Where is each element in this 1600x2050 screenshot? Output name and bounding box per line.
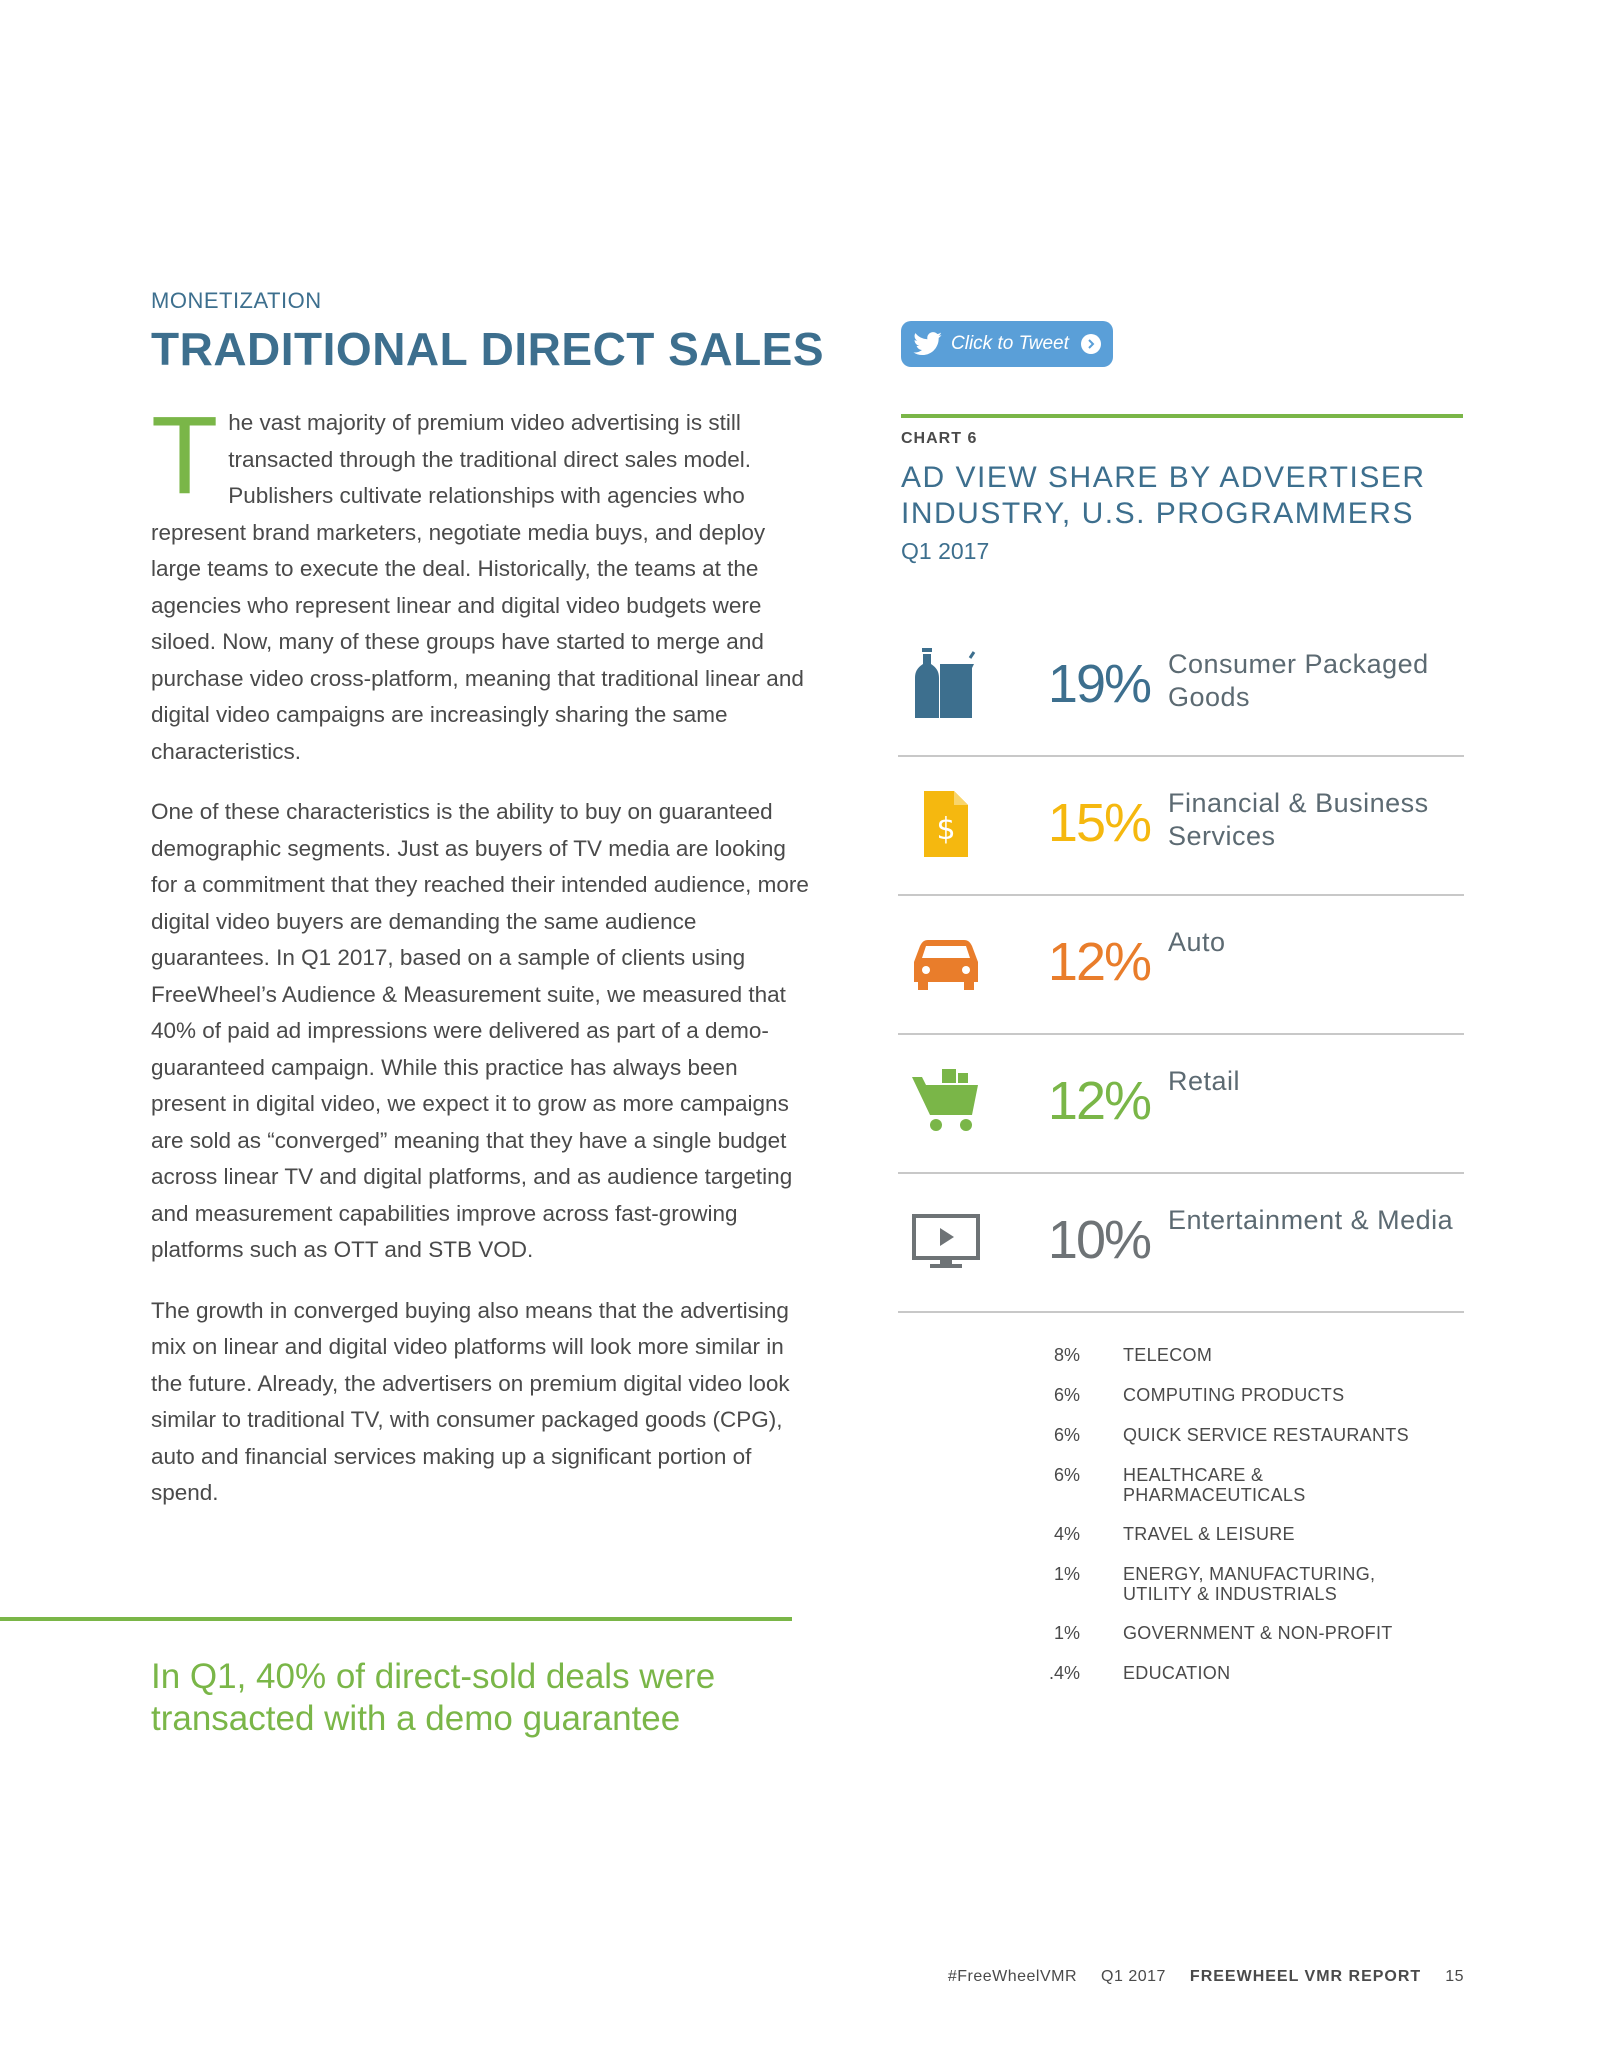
shopping-cart-icon [912, 1069, 978, 1131]
section-label: MONETIZATION [151, 288, 322, 313]
industry-value: 10% [1047, 1210, 1152, 1270]
minor-name: TELECOM [1123, 1345, 1213, 1365]
paragraph-1-text: he vast majority of premium video advert… [151, 410, 804, 764]
list-item: .4% EDUCATION [1000, 1663, 1470, 1684]
list-item: 1% ENERGY, MANUFACTURING, UTILITY & INDUS… [1000, 1564, 1470, 1604]
list-item: 8% TELECOM [1000, 1345, 1470, 1366]
minor-name: COMPUTING PRODUCTS [1123, 1385, 1345, 1405]
chart-subtitle: Q1 2017 [901, 538, 990, 564]
video-screen-icon [912, 1214, 980, 1268]
chart-divider [901, 414, 1463, 418]
svg-text:$: $ [936, 812, 955, 847]
minor-value: 1% [1053, 1623, 1080, 1643]
list-item: 1% GOVERNMENT & NON-PROFIT [1000, 1623, 1470, 1644]
minor-name: GOVERNMENT & NON-PROFIT [1123, 1623, 1393, 1643]
list-item: 6% QUICK SERVICE RESTAURANTS [1000, 1425, 1470, 1446]
minor-name: QUICK SERVICE RESTAURANTS [1123, 1425, 1409, 1445]
industry-row: 19% Consumer Packaged Goods [898, 618, 1464, 757]
industry-name: Entertainment & Media [1168, 1205, 1454, 1235]
list-item: 6% COMPUTING PRODUCTS [1000, 1385, 1470, 1406]
major-industry-list: 19% Consumer Packaged Goods $ 15% Financ… [898, 618, 1464, 1313]
dollar-document-icon: $ [924, 791, 968, 857]
minor-name: TRAVEL & LEISURE [1123, 1524, 1295, 1544]
industry-value: 15% [1047, 793, 1152, 853]
footer-hashtag: #FreeWheelVMR [947, 1968, 1078, 1985]
drop-cap: T [151, 394, 219, 517]
click-to-tweet-button[interactable]: Click to Tweet [901, 321, 1113, 367]
minor-value: 1% [1053, 1564, 1080, 1584]
minor-name: HEALTHCARE & PHARMACEUTICALS [1123, 1465, 1306, 1505]
page-title: TRADITIONAL DIRECT SALES [151, 323, 825, 375]
minor-name: EDUCATION [1123, 1663, 1231, 1683]
industry-row: $ 15% Financial & Business Services [898, 757, 1464, 896]
footer-report-name: FREEWHEEL VMR REPORT [1189, 1968, 1422, 1985]
list-item: 6% HEALTHCARE & PHARMACEUTICALS [1000, 1465, 1470, 1505]
bottle-jar-icon [915, 648, 976, 718]
industry-row: 10% Entertainment & Media [898, 1174, 1464, 1313]
industry-name: Consumer Packaged Goods [1168, 649, 1429, 712]
tweet-button-label: Click to Tweet [951, 333, 1069, 354]
industry-value: 12% [1047, 932, 1152, 992]
pullquote: In Q1, 40% of direct-sold deals were tra… [151, 1657, 716, 1738]
chevron-right-icon [1080, 334, 1101, 354]
industry-name: Financial & Business Services [1168, 788, 1429, 851]
page-number: 15 [1445, 1968, 1464, 1985]
industry-row: 12% Retail [898, 1035, 1464, 1174]
minor-value: 4% [1053, 1524, 1080, 1544]
pullquote-divider [0, 1617, 792, 1621]
minor-value: 6% [1053, 1465, 1080, 1485]
minor-name: ENERGY, MANUFACTURING, UTILITY & INDUSTR… [1123, 1564, 1376, 1604]
industry-value: 19% [1047, 654, 1152, 714]
minor-industry-list: 8% TELECOM 6% COMPUTING PRODUCTS 6% QUICK S… [1000, 1345, 1470, 1703]
industry-name: Retail [1168, 1066, 1241, 1096]
industry-row: 12% Auto [898, 896, 1464, 1035]
minor-value: 6% [1053, 1385, 1080, 1405]
twitter-bird-icon [913, 332, 942, 356]
paragraph-3: The growth in converged buying also mean… [151, 1297, 790, 1506]
minor-value: 6% [1053, 1425, 1080, 1445]
chart-label: CHART 6 [901, 430, 978, 447]
industry-name: Auto [1168, 927, 1226, 957]
list-item: 4% TRAVEL & LEISURE [1000, 1524, 1470, 1545]
minor-value: 8% [1053, 1345, 1080, 1365]
chart-title: AD VIEW SHARE BY ADVERTISER INDUSTRY, U.… [901, 461, 1426, 530]
industry-value: 12% [1047, 1071, 1152, 1131]
page-footer: #FreeWheelVMR Q1 2017 FREEWHEEL VMR REPO… [948, 1968, 1464, 1986]
car-icon [914, 940, 978, 990]
minor-value: .4% [1048, 1663, 1080, 1683]
footer-period: Q1 2017 [1101, 1968, 1166, 1985]
paragraph-2: One of these characteristics is the abil… [151, 799, 809, 1262]
